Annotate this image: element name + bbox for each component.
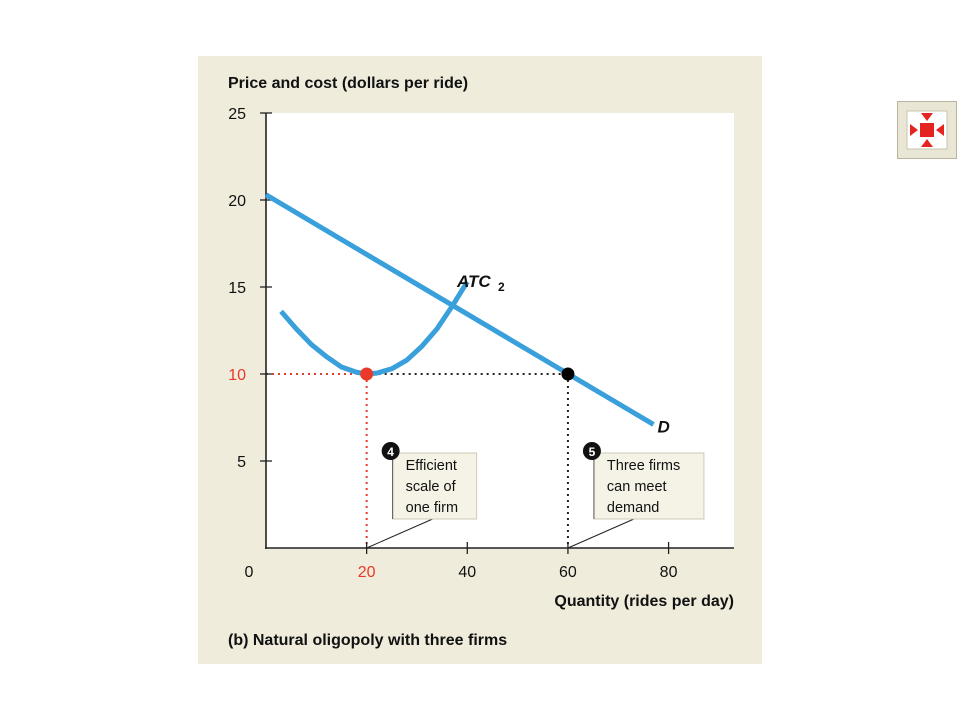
callout-text-line: one firm — [406, 500, 458, 516]
y-tick-label: 10 — [228, 367, 246, 384]
callout-badge-number: 5 — [589, 445, 596, 459]
callout-leader — [366, 518, 433, 549]
callout-badge — [582, 442, 601, 460]
series-line-d — [264, 192, 655, 427]
y-tick-label: 25 — [228, 106, 246, 123]
data-point — [360, 367, 374, 381]
callout-leader — [567, 518, 635, 549]
callout-text-line: Efficient — [406, 458, 457, 474]
chart-title: (b) Natural oligopoly with three firms — [228, 632, 507, 649]
x-tick-label: 40 — [458, 564, 476, 581]
x-axis-label: Quantity (rides per day) — [554, 593, 734, 610]
callout-badge — [381, 442, 400, 460]
series-label-atc-subscript: 2 — [498, 280, 505, 294]
expand-button[interactable] — [897, 101, 957, 159]
callout-text-line: demand — [607, 500, 659, 516]
y-tick-label: 5 — [237, 454, 246, 471]
callout-box — [392, 452, 478, 520]
x-tick-label: 0 — [245, 564, 254, 581]
callout-text-line: scale of — [406, 479, 457, 495]
series-label-atc: ATC — [456, 272, 491, 291]
x-tick-label: 80 — [660, 564, 678, 581]
callout-badge-number: 4 — [387, 445, 394, 459]
data-point — [561, 367, 575, 381]
y-tick-label: 15 — [228, 280, 246, 297]
callout-text-line: Three firms — [607, 458, 680, 474]
chart: 5 10 15 20 25 0 20 40 60 80 D ATC 2 4 Efficient scale o… — [198, 56, 762, 664]
y-axis-label: Price and cost (dollars per ride) — [228, 75, 468, 92]
y-tick-label: 20 — [228, 193, 246, 210]
figure-panel: 5 10 15 20 25 0 20 40 60 80 D ATC 2 4 Efficient scale o… — [198, 56, 762, 664]
expand-arrows-icon — [906, 110, 948, 150]
x-tick-label: 60 — [559, 564, 577, 581]
callout-text-line: can meet — [607, 479, 667, 495]
x-tick-label: 20 — [358, 564, 376, 581]
callout-box — [593, 452, 705, 520]
series-label-d: D — [657, 417, 669, 436]
